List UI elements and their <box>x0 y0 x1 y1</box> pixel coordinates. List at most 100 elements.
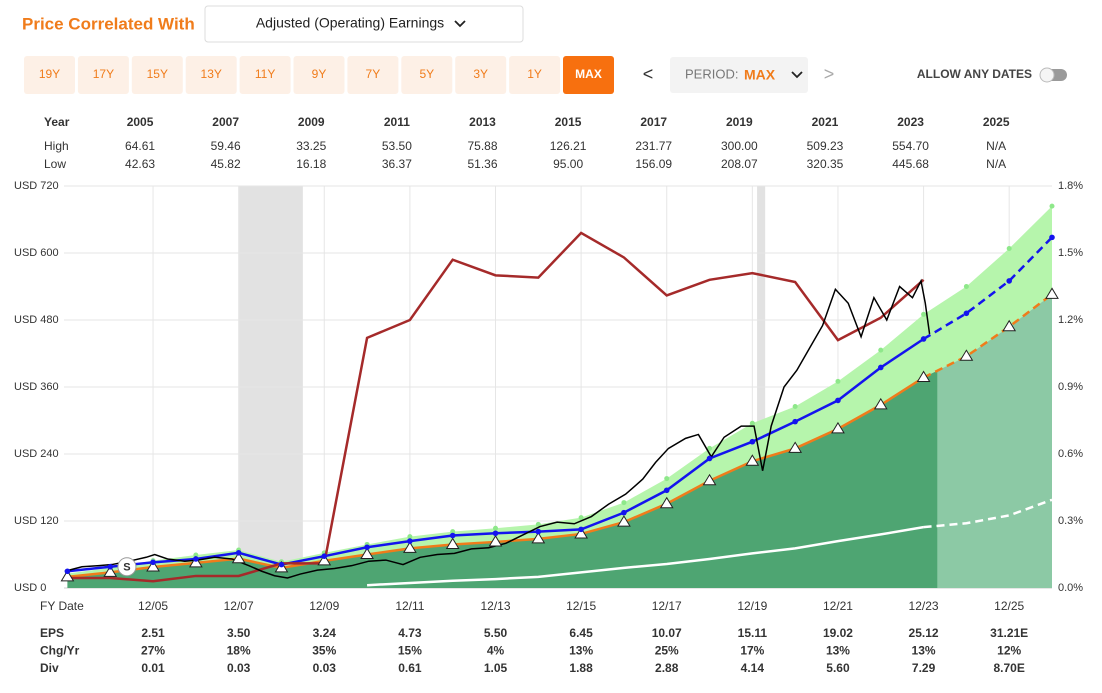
y-tick-label: USD 360 <box>14 381 59 393</box>
x-axis-label: FY Date <box>40 599 84 613</box>
year-table-low: N/A <box>986 157 1006 171</box>
fy-table-cell: 15.11 <box>738 626 768 640</box>
band-dot <box>664 476 670 482</box>
period-button-label: 17Y <box>93 67 114 81</box>
period-button[interactable] <box>293 56 345 94</box>
year-table-high: 59.46 <box>211 139 241 153</box>
period-button[interactable] <box>347 56 399 94</box>
eps-marker <box>531 531 546 544</box>
period-dropdown[interactable] <box>670 57 808 93</box>
period-button-label: 3Y <box>473 67 488 81</box>
fy-table-cell: 13% <box>912 644 936 658</box>
fy-table-cell: 13% <box>569 644 593 658</box>
y2-tick-label: 0.3% <box>1058 515 1083 527</box>
year-table-low: 36.37 <box>382 157 412 171</box>
pe-marker <box>107 563 114 570</box>
period-button[interactable] <box>455 56 507 94</box>
pe-marker <box>792 418 798 425</box>
band-dot <box>407 534 413 540</box>
period-label: PERIOD: <box>685 66 738 81</box>
eps-marker <box>403 541 417 553</box>
year-table-high: 300.00 <box>721 139 758 153</box>
pe-marker <box>835 397 841 404</box>
x-tick-label: 12/13 <box>480 599 510 613</box>
band-dot <box>1049 203 1055 209</box>
fy-table-cell: 12% <box>997 644 1021 658</box>
prev-arrow[interactable]: < <box>643 64 654 84</box>
period-button[interactable] <box>131 56 183 94</box>
x-tick-label: 12/25 <box>994 599 1024 613</box>
year-table-year: 2013 <box>469 115 496 129</box>
next-arrow[interactable]: > <box>824 64 835 84</box>
year-table-row-label: Low <box>44 157 66 171</box>
band-dot <box>749 420 755 426</box>
y-tick-label: USD 600 <box>14 247 59 259</box>
fy-table-cell: 27% <box>141 644 165 658</box>
year-table-year: 2011 <box>384 115 410 129</box>
band-dot <box>578 515 584 521</box>
fy-table-cell: 15% <box>398 644 422 658</box>
year-table-low: 208.07 <box>721 157 758 171</box>
year-table-low: 42.63 <box>125 157 155 171</box>
year-table-high: 509.23 <box>807 139 844 153</box>
fy-table-cell: 25.12 <box>909 626 939 640</box>
period-button[interactable] <box>239 56 291 94</box>
period-button-label: 15Y <box>147 67 168 81</box>
pe-marker <box>963 310 970 317</box>
x-tick-label: 12/19 <box>737 599 767 613</box>
period-button[interactable] <box>401 56 453 94</box>
toggle-knob <box>1039 67 1055 83</box>
pe-marker <box>663 487 670 494</box>
period-button[interactable] <box>509 56 561 94</box>
period-button-label: MAX <box>575 67 602 81</box>
year-table-high: N/A <box>986 139 1006 153</box>
pe-marker <box>920 336 927 342</box>
period-button[interactable] <box>24 56 75 94</box>
y-tick-label: USD 0 <box>14 582 46 594</box>
period-button-label: 11Y <box>255 67 275 81</box>
period-button[interactable] <box>77 56 129 94</box>
band-dot <box>963 284 969 289</box>
fy-table-cell: 3.50 <box>227 626 251 640</box>
fy-table-cell: 8.70E <box>994 661 1025 675</box>
year-table-low: 445.68 <box>892 157 929 171</box>
page-title: Price Correlated With <box>22 14 195 33</box>
eps-marker <box>146 559 160 572</box>
pe-marker <box>235 550 242 556</box>
period-chevron <box>791 71 803 79</box>
eps-marker <box>60 569 75 582</box>
fy-table-cell: 0.61 <box>398 661 422 675</box>
eps-marker <box>574 526 588 539</box>
eps-marker <box>1045 287 1059 299</box>
fy-table-cell: 6.45 <box>569 626 593 640</box>
band-dot <box>835 378 841 384</box>
y2-tick-label: 0.9% <box>1058 381 1083 393</box>
period-button[interactable] <box>563 56 614 94</box>
year-table-year: 2023 <box>897 115 924 129</box>
eps-marker <box>831 421 845 434</box>
eps-marker <box>445 537 460 549</box>
pe-marker <box>64 568 71 575</box>
pe-marker <box>877 364 884 371</box>
band-dot <box>535 521 541 527</box>
annotation-marker <box>117 557 137 577</box>
fy-table-cell: 1.88 <box>569 661 593 675</box>
period-button[interactable] <box>185 56 237 94</box>
band-dot <box>193 552 199 558</box>
fy-table-cell: 35% <box>312 644 336 658</box>
band-dot <box>493 525 499 531</box>
y-tick-label: USD 240 <box>14 448 59 460</box>
pe-marker <box>364 544 370 551</box>
year-table-high: 75.88 <box>467 139 497 153</box>
period-button-label: 7Y <box>366 67 381 81</box>
series-line <box>367 525 924 587</box>
period-button-label: 19Y <box>39 67 60 81</box>
metric-dropdown[interactable] <box>204 5 524 43</box>
eps-marker <box>317 553 332 566</box>
eps-marker <box>745 454 760 466</box>
fy-table-cell: 10.07 <box>652 626 682 640</box>
period-button-label: 5Y <box>419 67 434 81</box>
fy-table-cell: 4.14 <box>741 661 765 675</box>
fy-table-cell: 2.51 <box>141 626 165 640</box>
